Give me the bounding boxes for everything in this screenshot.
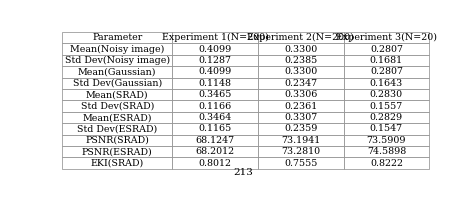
Bar <box>62 55 173 66</box>
Text: 73.1941: 73.1941 <box>281 136 320 145</box>
Text: 0.3306: 0.3306 <box>284 90 318 99</box>
Text: 0.8222: 0.8222 <box>370 159 403 168</box>
Text: 0.2361: 0.2361 <box>284 102 318 111</box>
Text: Mean(ESRAD): Mean(ESRAD) <box>82 113 152 122</box>
Text: 0.3465: 0.3465 <box>199 90 232 99</box>
Bar <box>344 112 429 123</box>
Text: 0.1547: 0.1547 <box>370 124 403 134</box>
Bar <box>344 66 429 78</box>
Bar <box>344 158 429 169</box>
Bar <box>258 158 344 169</box>
Text: Mean(Noisy image): Mean(Noisy image) <box>70 45 164 54</box>
Text: 0.2347: 0.2347 <box>284 79 318 88</box>
Text: 0.2807: 0.2807 <box>370 67 403 76</box>
Text: Mean(Gaussian): Mean(Gaussian) <box>78 67 156 76</box>
Text: 0.4099: 0.4099 <box>199 67 232 76</box>
Text: EKI(SRAD): EKI(SRAD) <box>91 159 144 168</box>
Bar <box>62 146 173 158</box>
Text: 68.2012: 68.2012 <box>196 147 235 156</box>
Bar <box>173 135 258 146</box>
Text: 0.3307: 0.3307 <box>284 113 318 122</box>
Text: 73.2810: 73.2810 <box>281 147 320 156</box>
Bar <box>62 32 173 43</box>
Bar <box>344 146 429 158</box>
Text: 0.1287: 0.1287 <box>199 56 232 65</box>
Text: 0.1681: 0.1681 <box>370 56 403 65</box>
Bar <box>258 100 344 112</box>
Bar <box>344 123 429 135</box>
Text: 0.1557: 0.1557 <box>370 102 403 111</box>
Text: Std Dev(Noisy image): Std Dev(Noisy image) <box>65 56 170 65</box>
Bar <box>173 89 258 100</box>
Bar <box>173 158 258 169</box>
Text: Std Dev(ESRAD): Std Dev(ESRAD) <box>77 124 157 134</box>
Bar <box>344 55 429 66</box>
Bar <box>62 100 173 112</box>
Bar <box>258 146 344 158</box>
Text: 0.3464: 0.3464 <box>199 113 232 122</box>
Bar <box>173 112 258 123</box>
Text: 213: 213 <box>233 168 253 177</box>
Text: 0.1165: 0.1165 <box>199 124 232 134</box>
Text: Parameter: Parameter <box>92 33 142 42</box>
Text: 0.2385: 0.2385 <box>284 56 318 65</box>
Bar <box>258 135 344 146</box>
Text: 0.7555: 0.7555 <box>284 159 318 168</box>
Text: Experiment 2(N=200): Experiment 2(N=200) <box>247 33 354 42</box>
Text: 0.2830: 0.2830 <box>370 90 403 99</box>
Bar <box>258 32 344 43</box>
Text: 68.1247: 68.1247 <box>196 136 235 145</box>
Bar <box>258 123 344 135</box>
Bar <box>173 43 258 55</box>
Text: 0.1643: 0.1643 <box>370 79 403 88</box>
Bar <box>62 158 173 169</box>
Bar <box>258 89 344 100</box>
Bar <box>173 146 258 158</box>
Bar <box>344 89 429 100</box>
Text: 0.8012: 0.8012 <box>199 159 232 168</box>
Bar <box>258 78 344 89</box>
Text: 0.3300: 0.3300 <box>284 45 318 54</box>
Text: Std Dev(SRAD): Std Dev(SRAD) <box>81 102 154 111</box>
Bar <box>344 43 429 55</box>
Text: 74.5898: 74.5898 <box>367 147 406 156</box>
Text: 0.3300: 0.3300 <box>284 67 318 76</box>
Text: PSNR(ESRAD): PSNR(ESRAD) <box>82 147 153 156</box>
Text: 73.5909: 73.5909 <box>366 136 406 145</box>
Text: 0.2359: 0.2359 <box>284 124 318 134</box>
Bar <box>258 66 344 78</box>
Bar <box>258 43 344 55</box>
Text: 0.1166: 0.1166 <box>199 102 232 111</box>
Bar <box>173 66 258 78</box>
Bar <box>173 55 258 66</box>
Bar <box>62 89 173 100</box>
Bar <box>173 100 258 112</box>
Text: 0.1148: 0.1148 <box>199 79 232 88</box>
Bar <box>344 100 429 112</box>
Bar <box>173 78 258 89</box>
Bar <box>62 66 173 78</box>
Bar <box>62 43 173 55</box>
Bar <box>62 78 173 89</box>
Bar <box>62 135 173 146</box>
Text: Mean(SRAD): Mean(SRAD) <box>86 90 149 99</box>
Text: PSNR(SRAD): PSNR(SRAD) <box>85 136 149 145</box>
Bar <box>344 78 429 89</box>
Bar <box>173 32 258 43</box>
Bar <box>173 123 258 135</box>
Text: Std Dev(Gaussian): Std Dev(Gaussian) <box>73 79 162 88</box>
Bar <box>62 123 173 135</box>
Text: 0.2829: 0.2829 <box>370 113 403 122</box>
Bar <box>258 112 344 123</box>
Bar <box>344 32 429 43</box>
Text: 0.4099: 0.4099 <box>199 45 232 54</box>
Bar <box>344 135 429 146</box>
Bar <box>258 55 344 66</box>
Text: Experiment 3(N=20): Experiment 3(N=20) <box>336 33 437 42</box>
Text: Experiment 1(N=200): Experiment 1(N=200) <box>162 33 269 42</box>
Text: 0.2807: 0.2807 <box>370 45 403 54</box>
Bar <box>62 112 173 123</box>
